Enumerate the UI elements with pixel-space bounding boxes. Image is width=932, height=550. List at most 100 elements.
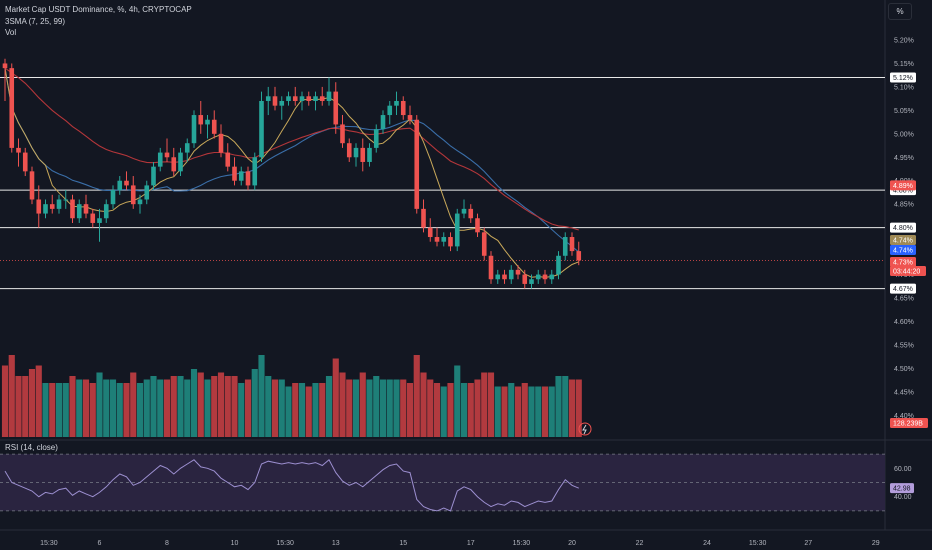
candle <box>535 269 541 284</box>
price-tick-label: 5.00% <box>894 131 914 138</box>
rsi-legend[interactable]: RSI (14, close) <box>5 443 58 452</box>
volume-bar <box>508 383 515 437</box>
price-tick-label: 5.05% <box>894 108 914 115</box>
candle <box>103 199 109 223</box>
level-tag-label: 4.67% <box>893 286 913 293</box>
candle <box>83 194 89 219</box>
candle-body <box>272 96 278 106</box>
volume-bar <box>170 376 177 437</box>
candle <box>110 185 116 209</box>
level-tag-label: 5.12% <box>893 75 913 82</box>
candle <box>211 110 217 139</box>
volume-bar <box>76 379 83 437</box>
candle-body <box>427 227 433 238</box>
candle-body <box>151 166 156 186</box>
candle-body <box>191 115 197 144</box>
candle-body <box>380 115 386 130</box>
candle <box>434 227 440 247</box>
candle <box>76 199 82 223</box>
time-tick-label: 27 <box>804 540 812 547</box>
volume-bar <box>501 386 508 437</box>
price-tick-label: 4.85% <box>894 202 914 209</box>
candle-body <box>515 269 521 275</box>
percent-scale-button[interactable]: % <box>888 3 912 20</box>
candle <box>292 86 298 106</box>
candle-body <box>319 96 325 101</box>
candle-body <box>549 274 555 280</box>
volume-tag-label: 128.239B <box>893 421 923 428</box>
candle-body <box>373 129 379 148</box>
candle-body <box>110 190 116 205</box>
candle-body <box>9 68 15 148</box>
candle-body <box>346 143 352 158</box>
volume-bar <box>231 376 238 437</box>
candle-body <box>76 204 82 219</box>
volume-bar <box>460 383 468 437</box>
candle-body <box>434 237 440 242</box>
volume-bar <box>224 376 231 437</box>
candle <box>184 138 190 162</box>
candle <box>238 166 244 186</box>
candle-body <box>211 119 217 134</box>
volume-bar <box>62 383 69 437</box>
candle <box>97 208 102 242</box>
candle-body <box>502 274 507 280</box>
volume-bar <box>339 372 346 437</box>
volume-bar <box>28 369 36 437</box>
candle-body <box>238 171 244 181</box>
candle <box>171 147 177 177</box>
candle <box>407 105 413 125</box>
volume-bar <box>400 379 407 437</box>
candle-body <box>387 105 393 116</box>
candle <box>117 176 123 195</box>
sma-legend[interactable]: 3SMA (7, 25, 99) <box>5 17 66 26</box>
sma-99-line <box>4 67 579 231</box>
candle-body <box>481 232 487 256</box>
candle <box>313 91 318 111</box>
volume-legend[interactable]: Vol <box>5 28 17 37</box>
volume-bar <box>15 376 22 437</box>
candle-body <box>49 204 55 209</box>
candle <box>333 82 339 134</box>
volume-bar <box>373 376 380 437</box>
candle-body <box>137 199 143 205</box>
price-tick-label: 5.20% <box>894 38 914 45</box>
volume-bar <box>130 372 137 437</box>
candle <box>265 86 271 116</box>
candle-body <box>367 147 372 162</box>
candle <box>178 147 183 177</box>
candle <box>481 227 487 261</box>
rsi-value-tag <box>890 483 914 494</box>
price-tick-label: 4.95% <box>894 155 914 162</box>
volume-bar <box>116 383 123 437</box>
price-tag <box>890 245 916 255</box>
time-tick-label: 22 <box>636 540 644 547</box>
volume-bar <box>366 379 373 437</box>
price-tag-label: 4.74% <box>893 248 913 255</box>
volume-tag <box>890 418 928 428</box>
time-tick-label: 15 <box>399 540 407 547</box>
volume-bar <box>454 365 461 437</box>
rsi-band <box>0 454 885 511</box>
time-tick-label: 24 <box>703 540 711 547</box>
time-tick-label: 15:30 <box>276 540 294 547</box>
candle <box>124 171 129 191</box>
candle-body <box>252 157 258 186</box>
volume-bar <box>386 379 393 437</box>
candle-body <box>326 91 332 101</box>
candle-body <box>225 152 231 167</box>
volume-bar <box>521 383 528 437</box>
lightning-icon[interactable] <box>578 422 592 436</box>
volume-bar <box>190 369 198 437</box>
candle <box>576 241 582 266</box>
candle-body <box>306 96 312 101</box>
candle <box>569 232 575 256</box>
volume-bar <box>8 355 15 437</box>
candle <box>70 194 75 223</box>
candle-body <box>468 208 474 219</box>
volume-bar <box>535 386 542 437</box>
volume-bar <box>177 376 184 437</box>
candle-body <box>218 133 224 153</box>
price-tick-label: 4.55% <box>894 342 914 349</box>
